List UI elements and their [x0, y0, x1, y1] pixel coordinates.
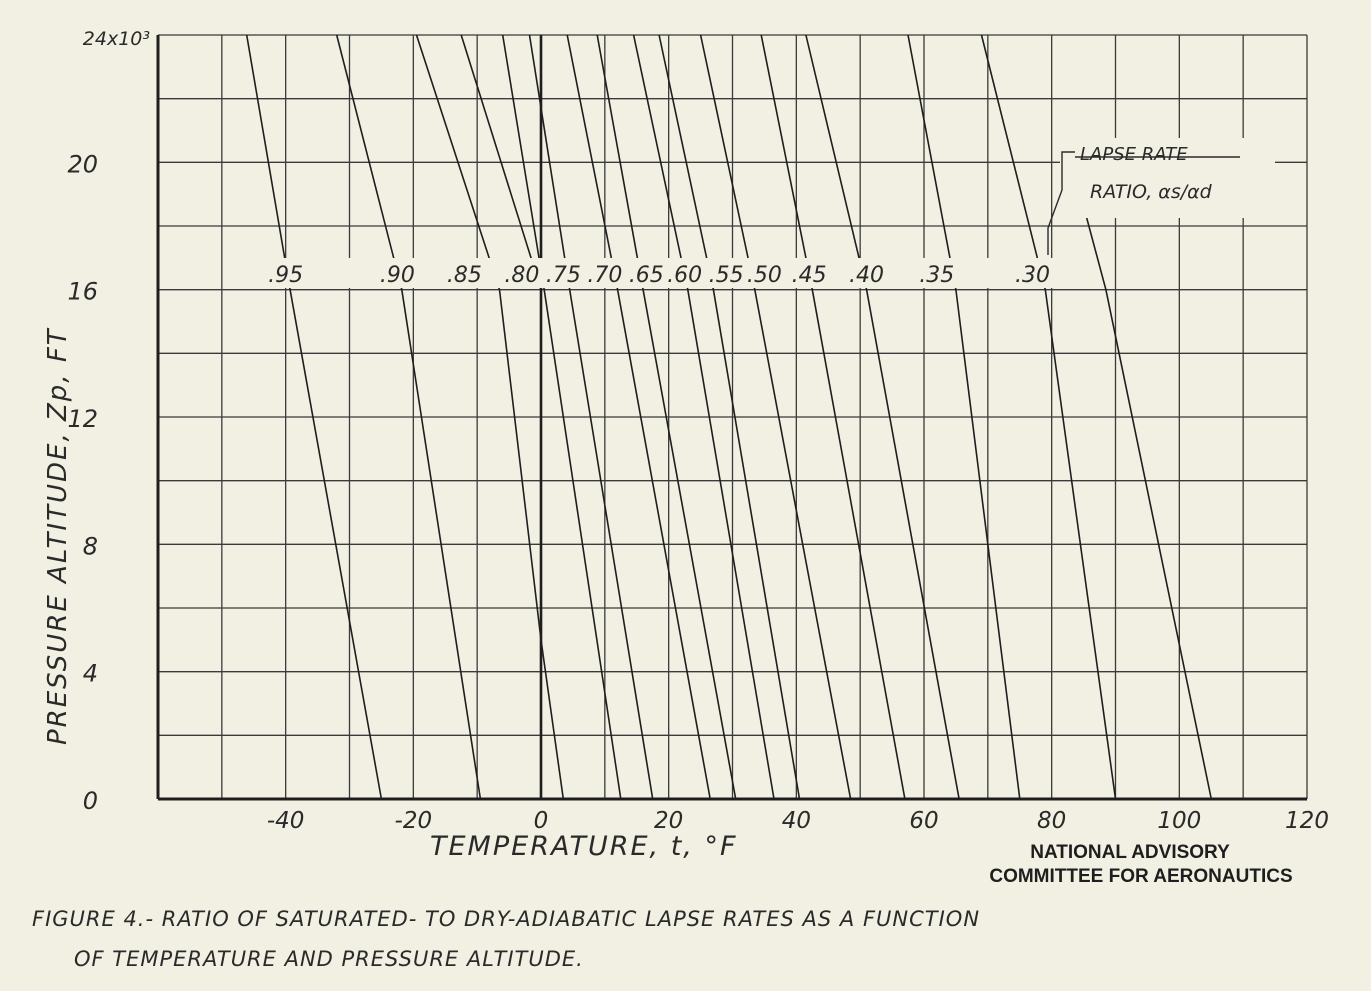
y-tick-label: 8 [83, 532, 98, 560]
x-tick-label: 100 [1157, 808, 1201, 834]
x-tick-label: -20 [395, 808, 433, 834]
lapse-rate-curves [245, 34, 1213, 800]
lapse-curve-35 [805, 34, 960, 800]
curve-label: .85 [447, 263, 482, 288]
x-tick-label: 120 [1285, 808, 1329, 834]
lapse-curve-85 [415, 34, 501, 290]
curve-label: .65 [629, 263, 664, 288]
y-axis-label: PRESSURE ALTITUDE, Zp, FT [43, 327, 73, 745]
curve-label: .60 [667, 263, 702, 288]
curve-label: .80 [504, 263, 539, 288]
lapse-curve-30 [980, 34, 1117, 800]
lapse-curve-60 [596, 34, 737, 800]
annotation-line1: LAPSE RATE [1080, 144, 1188, 165]
x-tick-label: 20 [654, 808, 683, 834]
x-tick-label: 0 [534, 808, 549, 834]
curve-label: .50 [747, 263, 782, 288]
axes [156, 35, 1307, 801]
lapse-curve-30 [1066, 146, 1213, 800]
lapse-curve-70 [528, 34, 654, 800]
lapse-curve-50 [658, 34, 801, 800]
y-tick-label: 16 [67, 278, 98, 306]
curve-label: .70 [587, 263, 622, 288]
caption-line1: FIGURE 4.- RATIO OF SATURATED- TO DRY-AD… [32, 907, 980, 931]
y-tick-labels: 0 4 8 12 16 20 24x10³ [67, 28, 150, 815]
lapse-curve-55 [632, 34, 775, 800]
curve-label: .55 [709, 263, 744, 288]
curve-label: .40 [849, 263, 884, 288]
curve-labels: .95 .90 .85 .80 .75.70 .65.60 .55.50 .45 .40 .35.… [268, 263, 1050, 288]
y-tick-label: 24x10³ [83, 28, 150, 50]
curve-label: .35 [919, 263, 954, 288]
curve-label: .95 [268, 263, 303, 288]
lapse-curve-40 [760, 34, 906, 800]
curve-label: .90 [380, 263, 415, 288]
curve-label-band [262, 258, 1082, 288]
lapse-curve-65 [566, 34, 711, 800]
lapse-curve-75 [501, 34, 622, 800]
y-tick-label: 20 [67, 150, 98, 178]
grid [157, 34, 1308, 800]
lapse-curve-45 [699, 34, 852, 800]
y-tick-label: 12 [67, 405, 98, 433]
x-tick-label: -40 [267, 808, 305, 834]
x-tick-label: 80 [1037, 808, 1066, 834]
lapse-curve-95 [245, 34, 383, 800]
caption-line2: OF TEMPERATURE AND PRESSURE ALTITUDE. [74, 947, 584, 971]
agency-line1: NATIONAL ADVISORY [1030, 842, 1230, 863]
y-tick-label: 0 [83, 787, 98, 815]
annotation-leader [1047, 151, 1075, 255]
lapse-curve-30 [907, 34, 1021, 800]
lapse-curve-80 [460, 34, 542, 290]
x-axis-label: TEMPERATURE, t, °F [430, 831, 737, 862]
annotation-line2: RATIO, αs/αd [1090, 181, 1213, 203]
annotation-backdrop [1060, 138, 1275, 218]
x-tick-label: 40 [782, 808, 811, 834]
curve-label: .75 [546, 263, 581, 288]
agency-line2: COMMITTEE FOR AERONAUTICS [989, 866, 1292, 887]
lapse-curve-90 [335, 34, 482, 800]
curve-label: .30 [1015, 263, 1050, 288]
curve-label: .45 [792, 263, 827, 288]
x-tick-labels: -40 -20 0 20 40 60 80 100 120 [267, 808, 1329, 834]
x-tick-label: 60 [909, 808, 938, 834]
y-tick-label: 4 [83, 660, 98, 688]
